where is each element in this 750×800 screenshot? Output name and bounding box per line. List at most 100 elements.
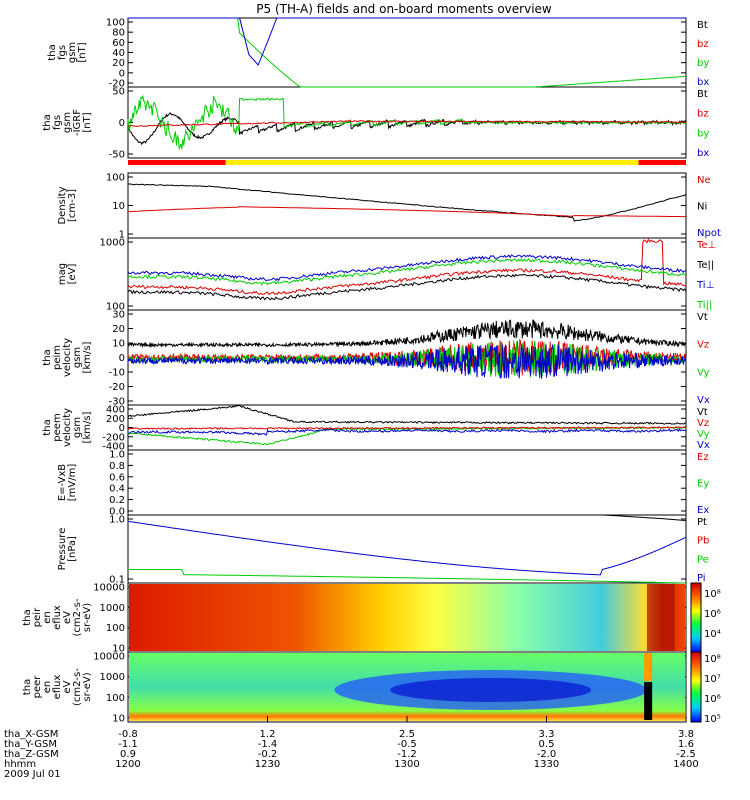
series-bz2 — [127, 120, 687, 127]
y-tick-label: 0 — [119, 353, 125, 364]
legend-bx: bx — [697, 148, 709, 159]
y-tick-label: 40 — [112, 48, 125, 59]
y-axis-label-line: Density — [57, 186, 68, 224]
y-axis-label-line: gsm — [72, 417, 83, 438]
y-axis-label-line: gsm — [62, 112, 73, 133]
y-axis-label-line: sr-eV) — [82, 603, 93, 632]
y-axis-label-line: eflux — [52, 675, 63, 700]
y-axis-label-line: [km/s] — [82, 341, 93, 373]
legend-Bt: Bt — [697, 89, 708, 100]
y-tick-label: -200 — [102, 432, 125, 443]
legend-Ex: Ex — [697, 505, 709, 516]
series-bx — [128, 17, 686, 66]
legend-Pb: Pb — [697, 536, 709, 547]
y-axis-label-line: (cm2-s- — [72, 668, 83, 706]
panel-frame — [127, 17, 687, 88]
panel-frame — [127, 172, 687, 239]
y-axis-label: thafgsgsm[nT] — [47, 42, 88, 63]
panel-frame — [127, 514, 687, 584]
legend-Ez: Ez — [697, 452, 709, 463]
spectrogram-peer-core-inner — [390, 678, 592, 702]
y-axis-label-line: tha — [42, 419, 53, 435]
legend-Npot: Npot — [697, 228, 721, 239]
legend-bz: bz — [697, 109, 709, 120]
series-ti-par — [127, 258, 687, 286]
series-bt2 — [127, 112, 687, 146]
series-pe — [128, 569, 686, 584]
x-row-value: 0.5 — [539, 739, 555, 750]
legend-Vt: Vt — [697, 407, 708, 418]
y-axis-label-line: fgs — [57, 45, 68, 60]
series-vy-e — [127, 426, 687, 446]
chart-title: P5 (TH-A) fields and on-board moments ov… — [256, 2, 552, 16]
series-ni — [127, 183, 687, 222]
series-te-par — [127, 273, 687, 301]
y-axis-label-line: gsm — [67, 42, 78, 63]
series-pt — [128, 514, 687, 521]
x-row-value: 1330 — [534, 759, 559, 770]
y-tick-label: 10000 — [93, 652, 125, 663]
y-tick-label: 1000 — [100, 672, 125, 683]
x-row-value: -0.2 — [258, 749, 278, 760]
y-axis-label-line: tha — [42, 349, 53, 365]
series-vz-e — [127, 426, 687, 430]
y-tick-label: 0.8 — [109, 461, 125, 472]
y-axis-label: E=-VxB[mV/m] — [57, 464, 78, 502]
y-axis-label-line: -IGRF — [72, 109, 83, 136]
y-tick-label: -30 — [109, 397, 125, 408]
y-axis-label-line: fgs — [52, 115, 63, 130]
colorbar-tick-label: 10⁶ — [704, 694, 721, 705]
x-row-value: 1400 — [673, 759, 698, 770]
y-tick-label: 0.1 — [109, 575, 125, 586]
y-tick-label: 10 — [112, 201, 125, 212]
spectrogram-peer-gap — [644, 682, 653, 720]
y-axis-label-line: tha — [47, 44, 58, 60]
x-row-value: -2.5 — [676, 749, 696, 760]
y-tick-label: -20 — [109, 382, 125, 393]
legend-bz: bz — [697, 39, 709, 50]
legend-Ti⊥: Ti⊥ — [696, 280, 714, 291]
y-axis-label: Pressure[nPa] — [57, 528, 78, 571]
series-vt-e — [127, 404, 687, 425]
legend-Vx: Vx — [697, 395, 710, 406]
legend-by: by — [697, 58, 709, 69]
panel-temp: 1000 100 mag[eV] Te⊥ Te|| Ti⊥ Ti|| — [57, 237, 716, 313]
y-axis-label-line: Pressure — [57, 528, 68, 571]
flag-bar-yellow — [225, 160, 639, 165]
y-tick-label: 20 — [112, 58, 125, 69]
y-tick-label: 50 — [112, 87, 125, 98]
y-tick-label: 1 — [119, 230, 125, 241]
y-tick-label: 1.0 — [109, 515, 125, 526]
x-row-value: 0.9 — [120, 749, 136, 760]
colorbar-tick-label: 10⁸ — [704, 654, 721, 665]
y-axis-label-line: velocity — [62, 408, 73, 447]
y-axis-label-line: tha — [42, 114, 53, 130]
y-axis-label: thapeemvelocitygsm[km/s] — [42, 408, 93, 447]
legend-Bt: Bt — [697, 20, 708, 31]
x-row-value: 3.3 — [539, 729, 555, 740]
panel-peir: 10000 1000 100 10 thapeirenefluxeV(cm2-s-sr-… — [22, 582, 687, 655]
x-row-value: 1.2 — [260, 729, 276, 740]
series-pi — [127, 520, 687, 576]
series-vx-e — [128, 428, 687, 436]
y-axis-label-line: peir — [32, 607, 43, 627]
y-tick-label: 10 — [112, 339, 125, 350]
x-row-value: 1230 — [255, 759, 280, 770]
y-axis-label-line: [nPa] — [67, 536, 78, 562]
y-tick-label: -400 — [102, 442, 125, 453]
x-row-value: 3.8 — [678, 729, 694, 740]
y-tick-label: -50 — [109, 150, 125, 161]
y-axis-label-line: en — [42, 611, 53, 624]
colorbar-tick-label: 10⁷ — [704, 674, 721, 685]
y-tick-label: 100 — [106, 302, 125, 313]
series-ti-perp — [127, 254, 687, 282]
series-ne — [127, 206, 686, 218]
colorbar-tick-label: 10⁶ — [704, 609, 721, 620]
legend-Vt: Vt — [697, 312, 708, 323]
x-row-value: -0.8 — [118, 729, 138, 740]
series-by2 — [127, 94, 687, 151]
y-axis-label-line: peim — [52, 345, 63, 370]
legend-Vz: Vz — [697, 418, 709, 429]
x-row-label: tha_Y-GSM — [4, 739, 57, 750]
x-row-label: hhmm — [4, 759, 36, 770]
